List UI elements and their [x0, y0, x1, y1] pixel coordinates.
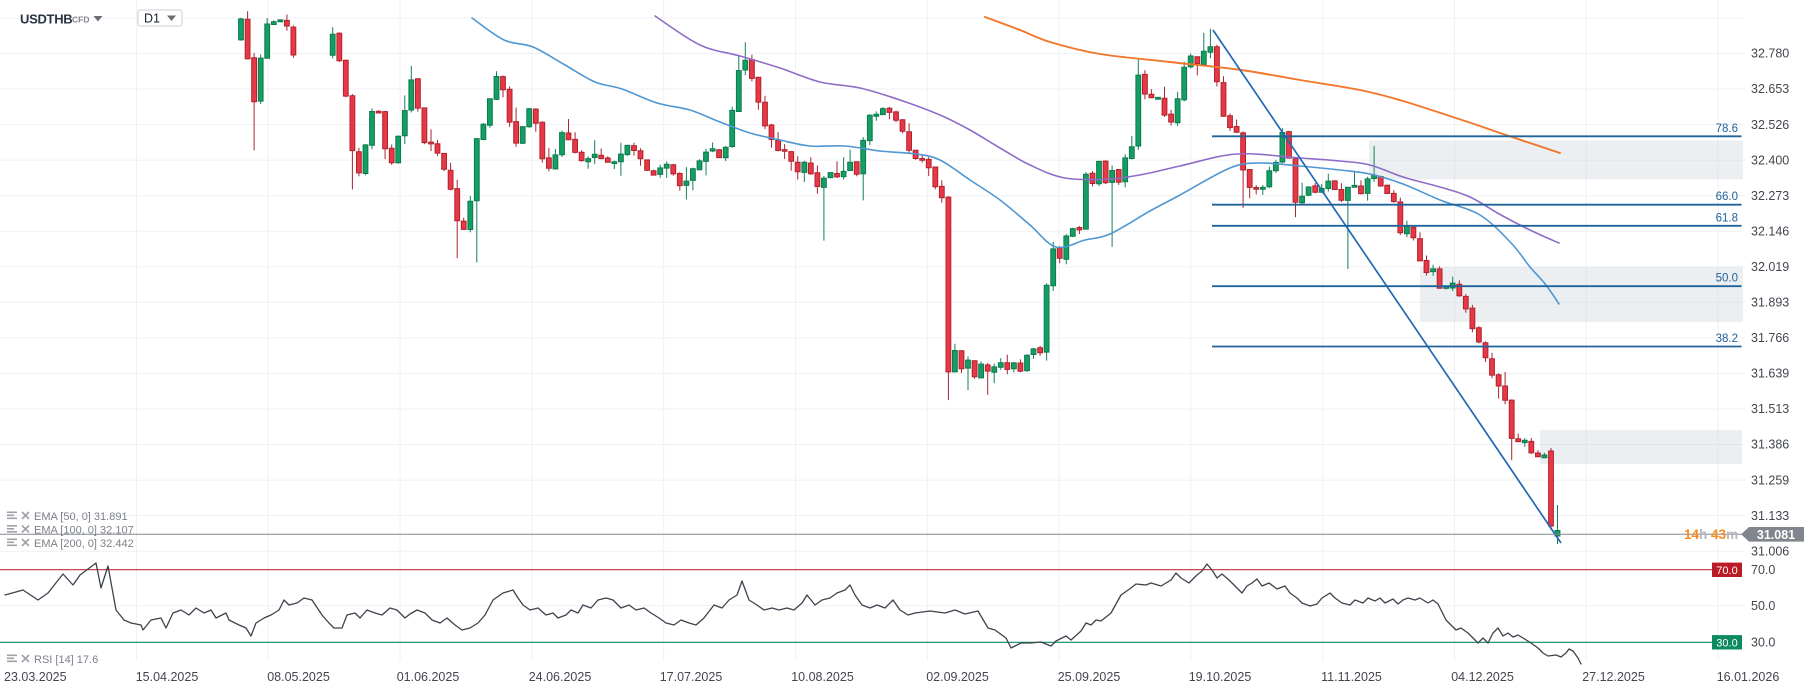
- svg-text:32.653: 32.653: [1751, 82, 1789, 96]
- svg-text:27.12.2025: 27.12.2025: [1582, 670, 1645, 684]
- svg-text:32.526: 32.526: [1751, 118, 1789, 132]
- svg-text:10.08.2025: 10.08.2025: [791, 670, 854, 684]
- svg-text:14h 43m: 14h 43m: [1684, 527, 1738, 542]
- svg-text:31.133: 31.133: [1751, 509, 1789, 523]
- svg-text:24.06.2025: 24.06.2025: [529, 670, 592, 684]
- svg-text:32.019: 32.019: [1751, 260, 1789, 274]
- svg-text:50.0: 50.0: [1716, 273, 1738, 285]
- svg-text:31.081: 31.081: [1757, 528, 1795, 542]
- svg-text:38.2: 38.2: [1716, 333, 1738, 345]
- svg-text:30.0: 30.0: [1716, 637, 1737, 649]
- svg-text:31.259: 31.259: [1751, 473, 1789, 487]
- svg-text:17.07.2025: 17.07.2025: [660, 670, 723, 684]
- svg-text:32.273: 32.273: [1751, 189, 1789, 203]
- svg-text:D1: D1: [144, 12, 160, 26]
- svg-text:EMA [200, 0] 32.442: EMA [200, 0] 32.442: [34, 538, 134, 550]
- svg-text:32.780: 32.780: [1751, 47, 1789, 61]
- svg-text:25.09.2025: 25.09.2025: [1058, 670, 1121, 684]
- svg-text:11.11.2025: 11.11.2025: [1321, 670, 1382, 684]
- svg-text:50.0: 50.0: [1751, 599, 1775, 613]
- svg-text:02.09.2025: 02.09.2025: [926, 670, 989, 684]
- svg-text:78.6: 78.6: [1716, 123, 1738, 135]
- svg-text:19.10.2025: 19.10.2025: [1189, 670, 1252, 684]
- svg-text:30.0: 30.0: [1751, 636, 1775, 650]
- svg-text:31.766: 31.766: [1751, 331, 1789, 345]
- svg-text:70.0: 70.0: [1751, 563, 1775, 577]
- svg-text:15.04.2025: 15.04.2025: [136, 670, 199, 684]
- svg-text:EMA [50, 0] 31.891: EMA [50, 0] 31.891: [34, 511, 128, 523]
- svg-text:16.01.2026: 16.01.2026: [1717, 670, 1780, 684]
- svg-text:31.006: 31.006: [1751, 544, 1789, 558]
- svg-text:31.893: 31.893: [1751, 296, 1789, 310]
- svg-text:70.0: 70.0: [1716, 565, 1737, 577]
- svg-text:32.400: 32.400: [1751, 153, 1789, 167]
- svg-text:61.8: 61.8: [1716, 212, 1738, 224]
- svg-text:32.146: 32.146: [1751, 224, 1789, 238]
- svg-text:USDTHB: USDTHB: [20, 12, 72, 27]
- svg-text:31.513: 31.513: [1751, 402, 1789, 416]
- svg-text:31.639: 31.639: [1751, 367, 1789, 381]
- svg-text:23.03.2025: 23.03.2025: [4, 670, 67, 684]
- svg-text:CFD: CFD: [72, 15, 89, 25]
- svg-text:04.12.2025: 04.12.2025: [1451, 670, 1514, 684]
- svg-text:08.05.2025: 08.05.2025: [267, 670, 330, 684]
- svg-text:RSI [14] 17.6: RSI [14] 17.6: [34, 654, 98, 666]
- svg-text:66.0: 66.0: [1716, 191, 1738, 203]
- svg-text:31.386: 31.386: [1751, 438, 1789, 452]
- svg-text:01.06.2025: 01.06.2025: [397, 670, 460, 684]
- svg-text:EMA [100, 0] 32.107: EMA [100, 0] 32.107: [34, 525, 134, 537]
